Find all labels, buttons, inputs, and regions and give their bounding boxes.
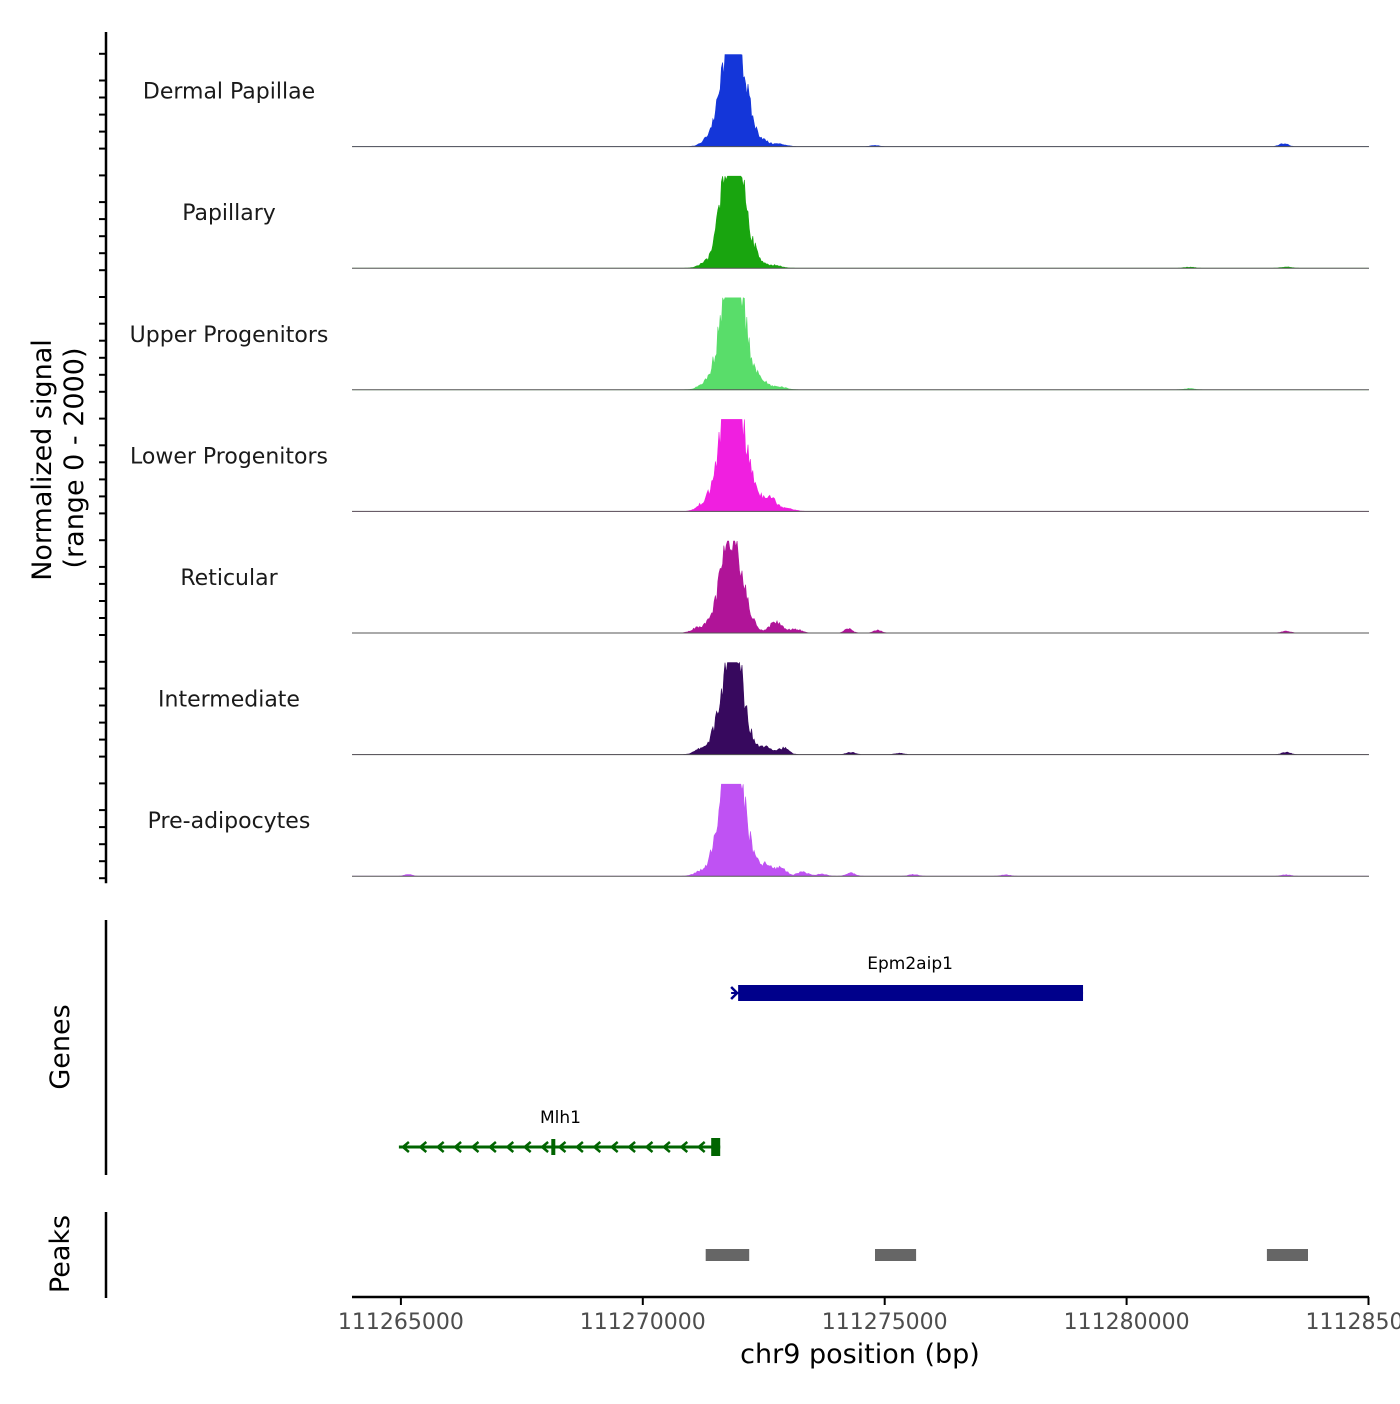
gene-strand-arrow: [592, 1141, 602, 1153]
track-label: Reticular: [180, 566, 278, 591]
track-label: Intermediate: [158, 688, 300, 713]
track-papillary: Papillary: [182, 175, 1369, 269]
genes-panel-label: Genes: [45, 1004, 76, 1089]
track-pre-adipocytes: Pre-adipocytes: [148, 783, 1369, 877]
gene-strand-arrow: [557, 1141, 567, 1153]
peak-region: [875, 1249, 917, 1261]
signal-area: [352, 661, 1369, 755]
track-label: Upper Progenitors: [130, 323, 329, 348]
gene-strand-arrow: [679, 1141, 689, 1153]
x-tick-label: 111270000: [580, 1310, 706, 1335]
signal-area: [352, 54, 1369, 147]
signal-area: [352, 540, 1369, 634]
track-lower-progenitors: Lower Progenitors: [130, 419, 1369, 512]
signal-y-axis: [99, 32, 108, 884]
y-axis-title-line1: Normalized signal: [27, 339, 58, 581]
y-axis-title-line2: (range 0 - 2000): [59, 348, 90, 569]
track-upper-progenitors: Upper Progenitors: [130, 297, 1369, 391]
peak-region: [1266, 1249, 1308, 1261]
track-label: Dermal Papillae: [143, 80, 315, 105]
gene-label: Mlh1: [540, 1108, 581, 1128]
gene-strand-arrow: [418, 1141, 428, 1153]
x-axis: chr9 position (bp) 111265000 111270000 111…: [338, 1295, 1400, 1370]
track-reticular: Reticular: [180, 540, 1369, 634]
track-dermal-papillae: Dermal Papillae: [143, 54, 1369, 148]
gene-strand-arrow: [730, 986, 739, 1000]
x-tick-label: 111265000: [338, 1310, 464, 1335]
gene-strand-arrow: [487, 1141, 497, 1153]
gene-epm2aip1: Epm2aip1: [730, 954, 1084, 1001]
gene-strand-arrow: [400, 1141, 410, 1153]
track-label: Pre-adipocytes: [148, 809, 311, 834]
gene-exon-block: [738, 985, 1084, 1001]
track-label: Papillary: [182, 201, 276, 226]
gene-strand-arrow: [574, 1141, 584, 1153]
gene-strand-arrow: [627, 1141, 636, 1153]
signal-tracks: Dermal Papillae Papillary Upper Progenitor…: [130, 54, 1369, 877]
gene-label: Epm2aip1: [867, 954, 953, 974]
gene-strand-arrow: [661, 1141, 671, 1153]
signal-area: [352, 419, 1369, 512]
gene-strand-arrow: [540, 1141, 549, 1153]
signal-area: [352, 175, 1369, 269]
gene-exon-block: [551, 1139, 556, 1155]
gene-strand-arrow: [609, 1141, 619, 1153]
track-label: Lower Progenitors: [130, 444, 328, 469]
x-axis-title: chr9 position (bp): [740, 1339, 980, 1370]
track-intermediate: Intermediate: [158, 661, 1369, 756]
gene-strand-arrow: [644, 1141, 654, 1153]
gene-strand-arrow: [453, 1141, 462, 1153]
x-tick-label: 111280000: [1064, 1310, 1190, 1335]
gene-strand-arrow: [470, 1141, 480, 1153]
peak-region: [705, 1249, 750, 1261]
x-tick-label: 111275000: [822, 1310, 948, 1335]
gene-strand-arrow: [696, 1141, 706, 1153]
gene-strand-arrow: [522, 1141, 532, 1153]
genes-panel: Genes Epm2aip1 Mlh1: [45, 920, 1084, 1175]
gene-strand-arrow: [435, 1141, 445, 1153]
signal-area: [352, 783, 1369, 877]
gene-strand-arrow: [505, 1141, 515, 1153]
signal-area: [352, 297, 1369, 391]
gene-mlh1: Mlh1: [398, 1108, 721, 1156]
gene-exon-block: [711, 1138, 721, 1156]
peaks-panel: Peaks: [45, 1212, 1308, 1298]
peaks-panel-label: Peaks: [45, 1215, 76, 1293]
x-tick-label: 111285000: [1306, 1310, 1400, 1335]
